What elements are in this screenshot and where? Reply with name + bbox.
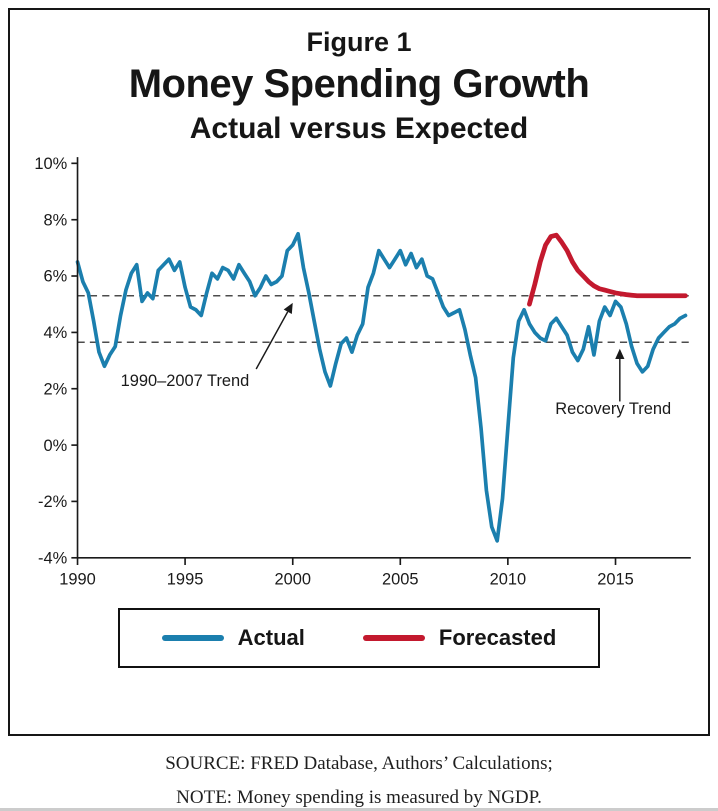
legend: Actual Forecasted xyxy=(117,608,601,669)
x-tick-label: 2005 xyxy=(382,570,419,588)
annotation-trend-1990-2007-arrowhead xyxy=(283,302,293,314)
y-tick-label: 2% xyxy=(44,380,68,398)
annotation-trend-1990-2007-arrow xyxy=(255,311,289,370)
annotation-recovery-trend-label: Recovery Trend xyxy=(555,400,671,418)
figure-label: Figure 1 xyxy=(306,27,412,57)
x-tick-label: 1995 xyxy=(167,570,204,588)
legend-label-forecasted: Forecasted xyxy=(438,625,557,651)
figure-subtitle: Actual versus Expected xyxy=(189,111,529,145)
annotation-recovery-trend-arrowhead xyxy=(615,348,625,359)
y-tick-label: 0% xyxy=(44,436,68,454)
x-tick-label: 2010 xyxy=(490,570,527,588)
legend-item-actual: Actual xyxy=(161,625,305,651)
actual-line-swatch xyxy=(161,635,224,642)
figure-footer: SOURCE: FRED Database, Authors’ Calculat… xyxy=(8,750,710,811)
forecasted-line-swatch xyxy=(362,635,425,642)
legend-item-forecasted: Forecasted xyxy=(362,625,557,651)
x-tick-label: 1990 xyxy=(59,570,96,588)
y-tick-label: 6% xyxy=(44,267,68,285)
note-text: NOTE: Money spending is measured by NGDP… xyxy=(176,786,542,808)
actual-line xyxy=(75,231,688,543)
chart-area: 10% 8% 6% 4% 2% 0% -2% -4% 1990 1995 2000 2005 2010 2… xyxy=(18,151,700,595)
x-tick-label: 2000 xyxy=(274,570,311,588)
chart-svg: 10% 8% 6% 4% 2% 0% -2% -4% 1990 1995 2000 2005 2010 2… xyxy=(34,155,691,588)
source-text: SOURCE: FRED Database, Authors’ Calculat… xyxy=(165,753,553,774)
x-tick-label: 2015 xyxy=(597,570,634,588)
y-tick-label: 10% xyxy=(34,155,67,173)
annotation-trend-1990-2007-label: 1990–2007 Trend xyxy=(121,372,250,390)
y-tick-label: 4% xyxy=(44,324,68,342)
figure-title: Money Spending Growth xyxy=(128,61,590,106)
legend-label-actual: Actual xyxy=(237,625,305,651)
y-tick-label: -4% xyxy=(38,549,68,567)
bottom-strip xyxy=(0,808,718,811)
figure-box: Figure 1 Money Spending Growth Actual ve… xyxy=(8,8,710,736)
y-tick-label: -2% xyxy=(38,493,68,511)
forecasted-line xyxy=(527,232,688,307)
y-tick-label: 8% xyxy=(44,211,68,229)
